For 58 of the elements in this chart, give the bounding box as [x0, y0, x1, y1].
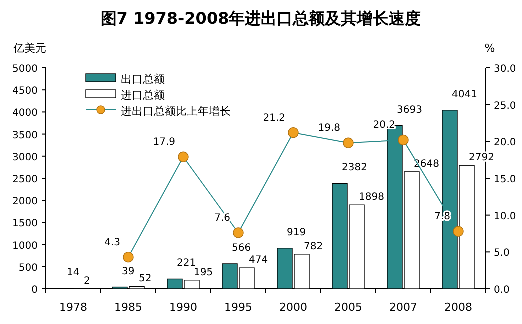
y-tick-label: 1500 — [12, 218, 38, 230]
data-label: 21.2 — [263, 112, 286, 124]
x-tick-label: 1985 — [114, 301, 142, 314]
y2-tick-label: 20.0 — [494, 138, 516, 149]
x-tick-label: 2005 — [334, 301, 362, 314]
data-label: 195 — [194, 267, 214, 278]
y2-tick-label: 15.0 — [494, 174, 516, 186]
y-axis-title: 亿美元 — [12, 42, 46, 55]
point — [233, 228, 244, 238]
data-label: 17.9 — [153, 137, 176, 148]
y-tick-label: 4500 — [12, 86, 38, 98]
y-tick-label: 3000 — [12, 152, 38, 164]
y-tick-label: 4000 — [12, 108, 38, 120]
point — [178, 152, 189, 162]
x-tick-label: 1995 — [224, 301, 252, 314]
data-label: 782 — [304, 241, 324, 252]
data-label: 20.2 — [373, 120, 396, 132]
data-label: 52 — [139, 274, 152, 285]
data-label: 39 — [122, 266, 135, 278]
y-tick-label: 1000 — [12, 240, 38, 252]
data-label: 566 — [232, 242, 252, 254]
y-tick-label: 5000 — [12, 64, 38, 75]
y-tick-label: 2000 — [12, 196, 38, 208]
data-label: 2382 — [342, 162, 368, 174]
legend-label: 出口总额 — [121, 73, 165, 86]
legend-label: 进口总额 — [121, 89, 165, 102]
chart-title: 图7 1978-2008年进出口总额及其增长速度 — [100, 9, 422, 28]
data-label: 4041 — [452, 89, 478, 100]
data-label: 919 — [287, 227, 306, 238]
point — [123, 252, 134, 263]
y-tick-label: 0 — [32, 285, 38, 296]
y2-tick-label: 30.0 — [494, 64, 516, 75]
data-label: 14 — [67, 267, 80, 278]
x-tick-label: 1978 — [60, 301, 88, 314]
data-label: 2 — [84, 276, 90, 287]
data-label: 4.3 — [104, 237, 120, 248]
y2-axis-title: % — [484, 42, 496, 55]
point — [288, 127, 299, 138]
y-tick-label: 2500 — [12, 174, 38, 186]
point — [343, 138, 354, 148]
data-label: 474 — [249, 255, 268, 266]
y2-tick-label: 10.0 — [494, 211, 516, 222]
legend-label: 进出口总额比上年增长 — [121, 105, 231, 118]
point — [398, 134, 409, 146]
data-label: 221 — [177, 258, 196, 270]
y2-tick-label: 25.0 — [494, 100, 516, 112]
x-tick-label: 2008 — [444, 301, 472, 314]
y-tick-label: 3500 — [12, 130, 38, 142]
x-tick-label: 2000 — [280, 301, 308, 314]
data-label: 1898 — [359, 192, 384, 204]
y2-tick-label: 0.0 — [494, 285, 510, 296]
data-label: 19.8 — [318, 123, 340, 134]
y-tick-label: 500 — [18, 262, 38, 274]
y2-tick-label: 5.0 — [494, 248, 510, 260]
x-tick-label: 1990 — [170, 301, 198, 314]
data-label: 3693 — [397, 104, 422, 116]
x-tick-label: 2007 — [390, 301, 418, 314]
point — [453, 226, 464, 237]
